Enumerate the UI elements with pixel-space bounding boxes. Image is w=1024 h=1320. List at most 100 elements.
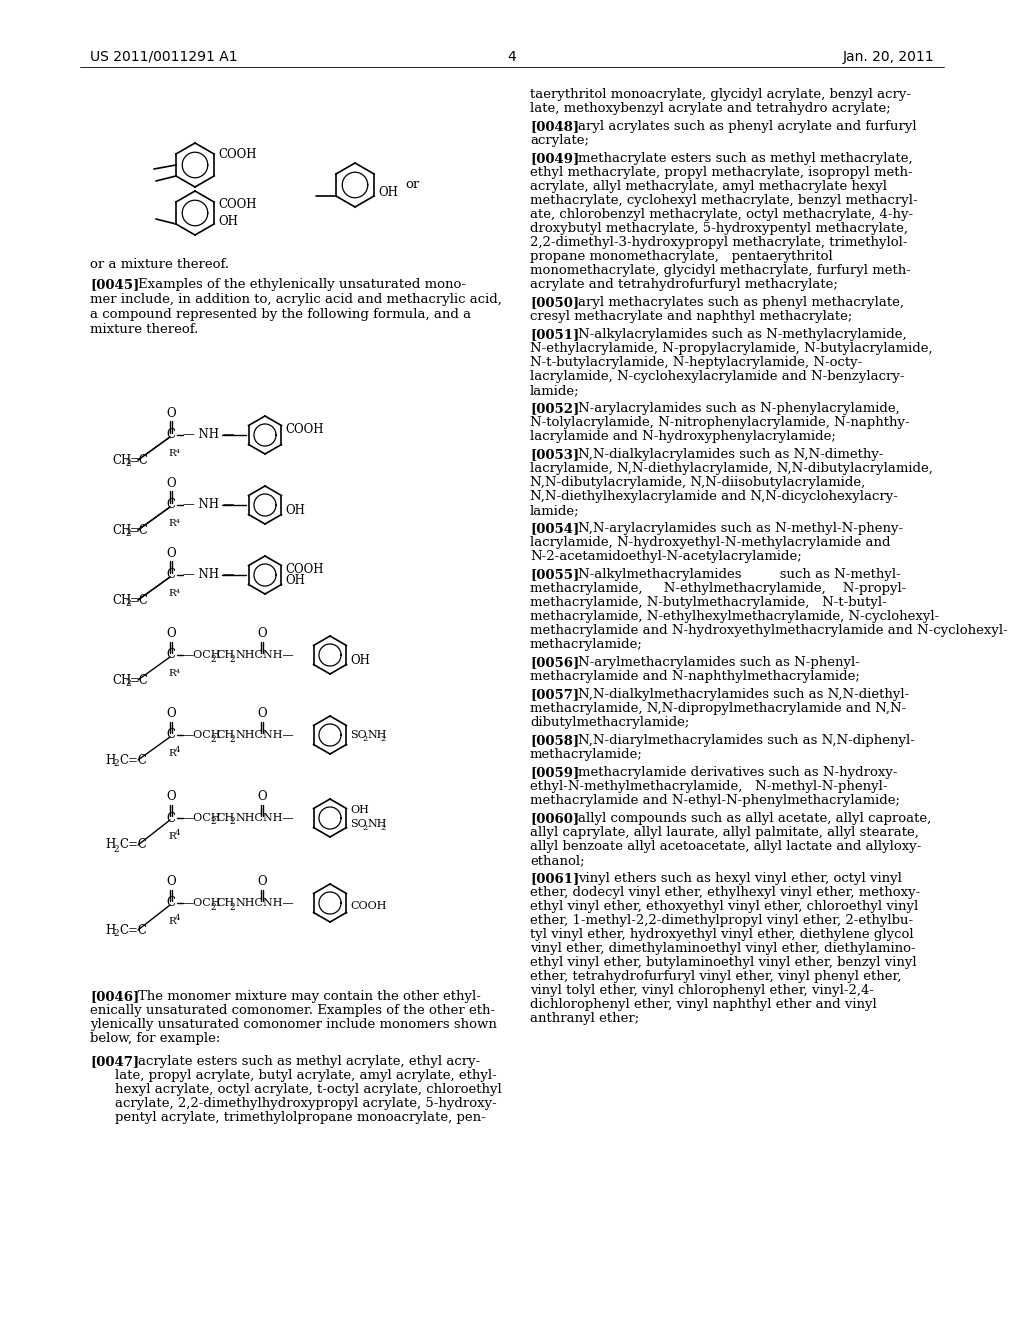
- Text: CH: CH: [112, 454, 131, 466]
- Text: allyl benzoate allyl acetoacetate, allyl lactate and allyloxy-: allyl benzoate allyl acetoacetate, allyl…: [530, 840, 922, 853]
- Text: 2: 2: [380, 735, 385, 743]
- Text: 2: 2: [229, 817, 234, 826]
- Text: methacrylamide;: methacrylamide;: [530, 638, 643, 651]
- Text: 2: 2: [113, 759, 119, 768]
- Text: acrylate;: acrylate;: [530, 135, 589, 147]
- Text: allyl compounds such as allyl acetate, allyl caproate,: allyl compounds such as allyl acetate, a…: [578, 812, 931, 825]
- Text: lacrylamide, N-hydroxyethyl-N-methylacrylamide and: lacrylamide, N-hydroxyethyl-N-methylacry…: [530, 536, 891, 549]
- Text: [0048]: [0048]: [530, 120, 580, 133]
- Text: methacrylamide and N-ethyl-N-phenylmethacrylamide;: methacrylamide and N-ethyl-N-phenylmetha…: [530, 795, 900, 807]
- Text: ether, 1-methyl-2,2-dimethylpropyl vinyl ether, 2-ethylbu-: ether, 1-methyl-2,2-dimethylpropyl vinyl…: [530, 913, 913, 927]
- Text: [0059]: [0059]: [530, 766, 580, 779]
- Text: 2: 2: [125, 529, 131, 539]
- Text: O: O: [257, 627, 267, 640]
- Text: =C: =C: [130, 454, 148, 466]
- Text: [0056]: [0056]: [530, 656, 580, 669]
- Text: N,N-dialkylmethacrylamides such as N,N-diethyl-: N,N-dialkylmethacrylamides such as N,N-d…: [578, 688, 909, 701]
- Text: 2: 2: [125, 680, 131, 689]
- Text: lamide;: lamide;: [530, 504, 580, 517]
- Text: C=C: C=C: [119, 838, 146, 851]
- Text: tyl vinyl ether, hydroxyethyl vinyl ether, diethylene glycol: tyl vinyl ether, hydroxyethyl vinyl ethe…: [530, 928, 913, 941]
- Text: R⁴: R⁴: [168, 519, 180, 528]
- Text: aryl methacrylates such as phenyl methacrylate,: aryl methacrylates such as phenyl methac…: [578, 296, 904, 309]
- Text: R⁴: R⁴: [168, 449, 180, 458]
- Text: enically unsaturated comonomer. Examples of the other eth-: enically unsaturated comonomer. Examples…: [90, 1005, 496, 1016]
- Text: methacrylamide, N-butylmethacrylamide,   N-t-butyl-: methacrylamide, N-butylmethacrylamide, N…: [530, 597, 887, 609]
- Text: ethyl methacrylate, propyl methacrylate, isopropyl meth-: ethyl methacrylate, propyl methacrylate,…: [530, 166, 912, 180]
- Text: 2: 2: [362, 735, 368, 743]
- Text: OH: OH: [218, 215, 238, 228]
- Text: 4: 4: [508, 50, 516, 63]
- Text: US 2011/0011291 A1: US 2011/0011291 A1: [90, 50, 238, 63]
- Text: 4: 4: [175, 746, 180, 754]
- Text: CH: CH: [216, 813, 234, 822]
- Text: [0045]: [0045]: [90, 279, 139, 290]
- Text: acrylate, 2,2-dimethylhydroxypropyl acrylate, 5-hydroxy-: acrylate, 2,2-dimethylhydroxypropyl acry…: [115, 1097, 497, 1110]
- Text: R⁴: R⁴: [168, 589, 180, 598]
- Text: N-tolylacrylamide, N-nitrophenylacrylamide, N-naphthy-: N-tolylacrylamide, N-nitrophenylacrylami…: [530, 416, 909, 429]
- Text: OH: OH: [350, 653, 370, 667]
- Text: OH: OH: [285, 504, 305, 517]
- Text: NH: NH: [367, 730, 386, 741]
- Text: [0050]: [0050]: [530, 296, 580, 309]
- Text: [0053]: [0053]: [530, 447, 580, 461]
- Text: NHCNH—: NHCNH—: [234, 813, 294, 822]
- Text: anthranyl ether;: anthranyl ether;: [530, 1012, 639, 1026]
- Text: late, methoxybenzyl acrylate and tetrahydro acrylate;: late, methoxybenzyl acrylate and tetrahy…: [530, 102, 891, 115]
- Text: vinyl ether, dimethylaminoethyl vinyl ether, diethylamino-: vinyl ether, dimethylaminoethyl vinyl et…: [530, 942, 915, 954]
- Text: [0049]: [0049]: [530, 152, 580, 165]
- Text: [0055]: [0055]: [530, 568, 580, 581]
- Text: O: O: [257, 875, 267, 888]
- Text: 2: 2: [362, 824, 368, 832]
- Text: Jan. 20, 2011: Jan. 20, 2011: [843, 50, 934, 63]
- Text: C=C: C=C: [119, 754, 146, 767]
- Text: ethanol;: ethanol;: [530, 854, 585, 867]
- Text: below, for example:: below, for example:: [90, 1032, 220, 1045]
- Text: COOH: COOH: [350, 902, 386, 911]
- Text: [0051]: [0051]: [530, 327, 580, 341]
- Text: vinyl tolyl ether, vinyl chlorophenyl ether, vinyl-2,4-: vinyl tolyl ether, vinyl chlorophenyl et…: [530, 983, 874, 997]
- Text: lacrylamide, N-cyclohexylacrylamide and N-benzylacry-: lacrylamide, N-cyclohexylacrylamide and …: [530, 370, 904, 383]
- Text: O: O: [166, 407, 176, 420]
- Text: vinyl ethers such as hexyl vinyl ether, octyl vinyl: vinyl ethers such as hexyl vinyl ether, …: [578, 873, 902, 884]
- Text: C: C: [166, 648, 175, 661]
- Text: ethyl-N-methylmethacrylamide,   N-methyl-N-phenyl-: ethyl-N-methylmethacrylamide, N-methyl-N…: [530, 780, 888, 793]
- Text: 2: 2: [229, 655, 234, 664]
- Text: aryl acrylates such as phenyl acrylate and furfuryl: aryl acrylates such as phenyl acrylate a…: [578, 120, 916, 133]
- Text: —OCH: —OCH: [183, 813, 221, 822]
- Text: 2: 2: [113, 845, 119, 854]
- Text: O: O: [166, 477, 176, 490]
- Text: SO: SO: [350, 730, 367, 741]
- Text: 2: 2: [210, 655, 216, 664]
- Text: ethyl vinyl ether, butylaminoethyl vinyl ether, benzyl vinyl: ethyl vinyl ether, butylaminoethyl vinyl…: [530, 956, 916, 969]
- Text: hexyl acrylate, octyl acrylate, t-octyl acrylate, chloroethyl: hexyl acrylate, octyl acrylate, t-octyl …: [115, 1082, 502, 1096]
- Text: methacrylamide, N,N-dipropylmethacrylamide and N,N-: methacrylamide, N,N-dipropylmethacrylami…: [530, 702, 906, 715]
- Text: COOH: COOH: [285, 422, 324, 436]
- Text: 2: 2: [210, 817, 216, 826]
- Text: [0047]: [0047]: [90, 1055, 139, 1068]
- Text: COOH: COOH: [285, 562, 324, 576]
- Text: N-t-butylacrylamide, N-heptylacrylamide, N-octy-: N-t-butylacrylamide, N-heptylacrylamide,…: [530, 356, 862, 370]
- Text: —OCH: —OCH: [183, 898, 221, 908]
- Text: O: O: [166, 546, 176, 560]
- Text: allyl caprylate, allyl laurate, allyl palmitate, allyl stearate,: allyl caprylate, allyl laurate, allyl pa…: [530, 826, 919, 840]
- Text: C: C: [166, 729, 175, 742]
- Text: H: H: [105, 754, 116, 767]
- Text: [0057]: [0057]: [530, 688, 580, 701]
- Text: late, propyl acrylate, butyl acrylate, amyl acrylate, ethyl-: late, propyl acrylate, butyl acrylate, a…: [115, 1069, 497, 1082]
- Text: cresyl methacrylate and naphthyl methacrylate;: cresyl methacrylate and naphthyl methacr…: [530, 310, 852, 323]
- Text: ate, chlorobenzyl methacrylate, octyl methacrylate, 4-hy-: ate, chlorobenzyl methacrylate, octyl me…: [530, 209, 913, 220]
- Text: dibutylmethacrylamide;: dibutylmethacrylamide;: [530, 715, 689, 729]
- Text: C: C: [166, 569, 175, 582]
- Text: 4: 4: [175, 913, 180, 921]
- Text: [0058]: [0058]: [530, 734, 580, 747]
- Text: N,N-dialkylacrylamides such as N,N-dimethy-: N,N-dialkylacrylamides such as N,N-dimet…: [578, 447, 884, 461]
- Text: =C: =C: [130, 673, 148, 686]
- Text: NH: NH: [367, 818, 386, 829]
- Text: R: R: [168, 832, 176, 841]
- Text: N-arylacrylamides such as N-phenylacrylamide,: N-arylacrylamides such as N-phenylacryla…: [578, 403, 900, 414]
- Text: C: C: [166, 812, 175, 825]
- Text: propane monomethacrylate,   pentaerythritol: propane monomethacrylate, pentaerythrito…: [530, 249, 833, 263]
- Text: O: O: [257, 789, 267, 803]
- Text: lacrylamide and N-hydroxyphenylacrylamide;: lacrylamide and N-hydroxyphenylacrylamid…: [530, 430, 836, 444]
